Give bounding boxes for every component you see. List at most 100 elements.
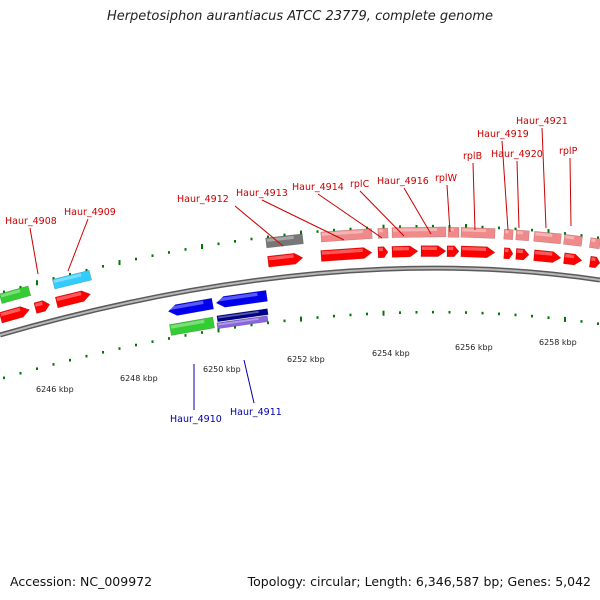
gene-plus-6[interactable] xyxy=(503,228,514,240)
gene-label[interactable]: Haur_4920 xyxy=(491,149,543,160)
gene-plus-3[interactable] xyxy=(391,226,447,238)
scale-tick xyxy=(465,311,467,314)
gene-minus-3-highlight xyxy=(217,317,259,326)
gene-label[interactable]: rplW xyxy=(435,173,458,184)
backbone xyxy=(0,267,600,336)
scale-tick xyxy=(481,311,484,315)
cds-plus-13[interactable] xyxy=(533,249,562,264)
gene-plus-7[interactable] xyxy=(515,229,530,242)
gene-plus-9[interactable] xyxy=(563,234,583,247)
scale-tick xyxy=(52,363,55,366)
axis-label: 6254 kbp xyxy=(372,349,410,358)
gene-plus-8-shape xyxy=(533,230,562,245)
gene-plus-grey[interactable] xyxy=(265,233,304,249)
gene-label[interactable]: Haur_4912 xyxy=(177,194,229,205)
genome-summary-text: Topology: circular; Length: 6,346,587 bp… xyxy=(247,574,591,589)
scale-tick xyxy=(102,351,104,354)
gene-plus-5-highlight xyxy=(462,228,487,233)
scale-tick xyxy=(69,272,71,276)
cds-plus-4-highlight xyxy=(268,254,294,261)
scale-tick xyxy=(300,230,302,236)
scale-tick xyxy=(36,367,38,371)
scale-tick xyxy=(19,371,22,375)
scale-tick xyxy=(234,240,236,243)
scale-tick xyxy=(217,327,220,333)
cds-plus-8[interactable] xyxy=(420,245,447,257)
cds-plus-9-highlight xyxy=(448,246,454,251)
gene-label[interactable]: Haur_4921 xyxy=(516,116,568,127)
cds-minus-2-highlight xyxy=(216,292,258,302)
scale-tick xyxy=(399,311,401,314)
gene-plus-cyan[interactable] xyxy=(52,269,92,290)
cds-plus-5[interactable] xyxy=(320,247,373,262)
cds-plus-12-highlight xyxy=(517,249,524,254)
leader-line xyxy=(234,205,284,247)
gene-minus-2[interactable] xyxy=(216,308,269,323)
cds-plus-2-shape xyxy=(33,300,51,314)
gene-plus-3-highlight xyxy=(392,228,437,232)
cds-plus-1[interactable] xyxy=(0,304,31,324)
scale-tick xyxy=(234,326,236,329)
gene-label[interactable]: Haur_4908 xyxy=(5,216,57,227)
lower-scale-ticks xyxy=(3,310,599,380)
scale-tick xyxy=(597,322,599,326)
cds-plus-5-highlight xyxy=(321,248,363,255)
gene-plus-grey-shape xyxy=(265,233,304,249)
gene-plus-10[interactable] xyxy=(589,237,600,250)
gene-label[interactable]: Haur_4910 xyxy=(170,414,222,425)
scale-tick xyxy=(333,314,335,318)
gene-plus-10-highlight xyxy=(591,238,596,243)
scale-tick xyxy=(85,354,88,358)
gene-minus-1[interactable] xyxy=(169,316,215,336)
gene-plus-5-shape xyxy=(460,227,496,239)
cds-minus-1[interactable] xyxy=(167,297,214,317)
gene-label[interactable]: Haur_4916 xyxy=(377,176,429,187)
gene-plus-green[interactable] xyxy=(0,285,32,304)
cds-plus-10[interactable] xyxy=(460,245,496,258)
gene-plus-1[interactable] xyxy=(320,228,373,243)
cds-plus-12[interactable] xyxy=(515,248,530,261)
cds-plus-15[interactable] xyxy=(588,255,600,269)
gene-label[interactable]: Haur_4919 xyxy=(477,129,529,140)
gene-plus-2[interactable] xyxy=(377,227,389,239)
gene-minus-3[interactable] xyxy=(216,315,269,330)
cds-plus-3[interactable] xyxy=(54,289,92,309)
scale-tick xyxy=(85,268,88,272)
gene-label[interactable]: rplP xyxy=(559,146,578,157)
cds-plus-14[interactable] xyxy=(563,252,583,266)
leader-line xyxy=(243,359,255,404)
gene-plus-3-shape xyxy=(391,226,447,238)
cds-plus-6-highlight xyxy=(378,247,383,252)
gene-label[interactable]: Haur_4914 xyxy=(292,182,344,193)
scale-tick xyxy=(366,312,368,316)
map-title: Herpetosiphon aurantiacus ATCC 23779, co… xyxy=(106,9,494,24)
cds-plus-11[interactable] xyxy=(503,247,514,260)
gene-label[interactable]: Haur_4909 xyxy=(64,207,116,218)
cds-plus-6[interactable] xyxy=(377,246,389,259)
gene-plus-8-highlight xyxy=(535,232,553,237)
cds-plus-9[interactable] xyxy=(446,245,460,258)
cds-plus-7[interactable] xyxy=(391,245,419,258)
cds-plus-4[interactable] xyxy=(267,252,304,268)
gene-minus-1-shape xyxy=(169,316,215,336)
gene-plus-9-highlight xyxy=(565,235,575,240)
cds-plus-2-highlight xyxy=(35,301,43,307)
gene-label[interactable]: rplB xyxy=(463,151,482,162)
scale-tick xyxy=(283,319,286,323)
axis-label: 6246 kbp xyxy=(36,385,74,394)
axis-label: 6258 kbp xyxy=(539,338,577,347)
leader-line xyxy=(403,187,432,235)
cds-plus-11-highlight xyxy=(505,248,509,253)
cds-minus-2[interactable] xyxy=(215,290,268,308)
gene-label[interactable]: Haur_4911 xyxy=(230,407,282,418)
gene-label[interactable]: rplC xyxy=(350,179,370,190)
gene-plus-9-shape xyxy=(563,234,583,247)
gene-plus-5[interactable] xyxy=(460,227,496,239)
gene-plus-7-highlight xyxy=(517,230,524,235)
gene-label[interactable]: Haur_4913 xyxy=(236,188,288,199)
gene-plus-8[interactable] xyxy=(533,230,562,245)
leader-line xyxy=(516,160,520,229)
scale-tick xyxy=(382,310,385,316)
cds-plus-2[interactable] xyxy=(33,299,51,314)
